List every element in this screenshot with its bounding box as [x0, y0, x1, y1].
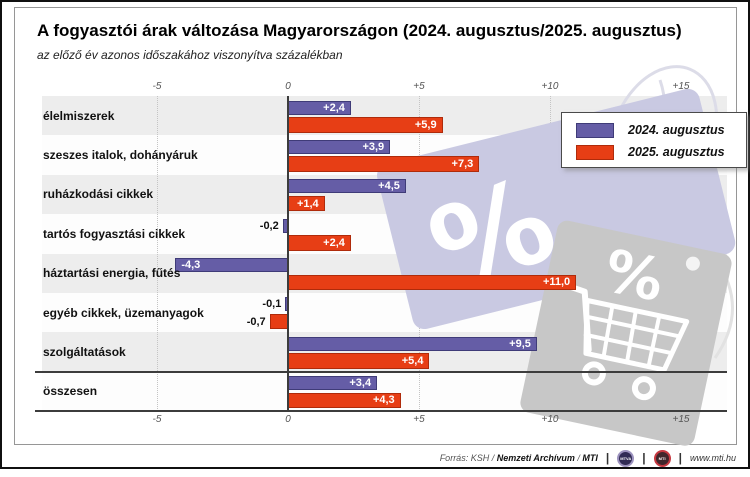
chart-subtitle: az előző év azonos időszakához viszonyít… — [37, 48, 343, 62]
footer: Forrás: KSH / Nemzeti Archívum / MTI | M… — [440, 447, 736, 469]
bar-2024-augusztus: -4,3 — [175, 258, 288, 272]
axis-tick-label: +10 — [541, 81, 559, 92]
axis-tick-label: 0 — [285, 414, 291, 425]
axis-tick-label: +15 — [672, 81, 690, 92]
gridline — [157, 96, 158, 411]
legend: 2024. augusztus 2025. augusztus — [561, 112, 747, 168]
category-label: élelmiszerek — [43, 108, 115, 123]
value-label: +4,5 — [378, 180, 400, 193]
value-label: -0,7 — [246, 315, 266, 328]
page-title: A fogyasztói árak változása Magyarország… — [37, 21, 682, 40]
value-label: -4,3 — [181, 259, 201, 271]
bar-2024-augusztus: +2,4 — [288, 100, 351, 115]
value-label: +11,0 — [542, 276, 571, 289]
axis-tick-label: +5 — [413, 414, 425, 425]
bar-2025-augusztus: +2,4 — [288, 235, 351, 251]
mti-logo: MTI — [653, 449, 671, 467]
bar-2025-augusztus: +5,4 — [288, 353, 430, 369]
value-label: +1,4 — [296, 197, 319, 210]
website-link[interactable]: www.mti.hu — [689, 453, 736, 463]
separator: | — [678, 451, 682, 465]
legend-item-2025: 2025. augusztus — [576, 144, 725, 160]
value-label: +7,3 — [451, 158, 474, 171]
total-separator-line — [35, 410, 727, 412]
bar-2025-augusztus: +11,0 — [288, 274, 577, 290]
category-label: szeszes italok, dohányáruk — [43, 148, 198, 163]
category-label: tartós fogyasztási cikkek — [43, 226, 186, 241]
legend-item-2024: 2024. augusztus — [576, 122, 725, 138]
category-label: ruházkodási cikkek — [43, 187, 154, 202]
axis-tick-label: +10 — [541, 414, 559, 425]
value-label: +9,5 — [509, 337, 531, 350]
source-credit: Forrás: KSH / Nemzeti Archívum / MTI — [439, 453, 598, 463]
gridline — [550, 96, 551, 411]
separator: | — [642, 451, 646, 465]
value-label: +5,4 — [401, 355, 424, 367]
chart-panel: A fogyasztói árak változása Magyarország… — [14, 7, 747, 446]
value-label: +5,9 — [414, 118, 437, 131]
axis-tick-label: -5 — [152, 414, 162, 425]
legend-label: 2025. augusztus — [628, 145, 725, 159]
bar-2024-augusztus: +4,5 — [288, 179, 406, 194]
value-label: +2,4 — [323, 236, 345, 249]
value-label: +3,9 — [362, 140, 385, 153]
separator: | — [605, 451, 610, 465]
total-separator-line — [35, 370, 727, 373]
legend-swatch-2025 — [576, 144, 614, 160]
bar-2025-augusztus: +4,3 — [288, 392, 401, 409]
bar-2024-augusztus: +3,9 — [288, 139, 391, 154]
legend-label: 2024. augusztus — [628, 123, 725, 137]
bar-2025-augusztus: -0,7 — [247, 313, 288, 330]
value-label: +2,4 — [323, 101, 345, 114]
mtva-logo: MTVA — [617, 449, 635, 467]
category-label: összesen — [43, 384, 98, 399]
value-label: +4,3 — [372, 394, 395, 407]
axis-tick-label: 0 — [285, 81, 291, 92]
zero-axis-line — [287, 96, 289, 411]
bar-2025-augusztus: +1,4 — [288, 195, 325, 212]
value-label: -0,1 — [262, 298, 282, 311]
value-label: +3,4 — [349, 377, 372, 390]
value-label: -0,2 — [259, 219, 279, 232]
category-label: szolgáltatások — [43, 344, 126, 359]
axis-tick-label: +5 — [413, 81, 425, 92]
category-label: háztartási energia, fűtés — [43, 266, 181, 281]
bar-2024-augusztus: +9,5 — [288, 336, 537, 351]
bar-2025-augusztus: +7,3 — [288, 156, 480, 172]
axis-tick-label: -5 — [152, 81, 162, 92]
axis-tick-label: +15 — [672, 414, 690, 425]
bar-2025-augusztus: +5,9 — [288, 117, 443, 133]
bar-2024-augusztus: +3,4 — [288, 376, 378, 391]
category-label: egyéb cikkek, üzemanyagok — [43, 305, 204, 320]
legend-swatch-2024 — [576, 122, 614, 138]
